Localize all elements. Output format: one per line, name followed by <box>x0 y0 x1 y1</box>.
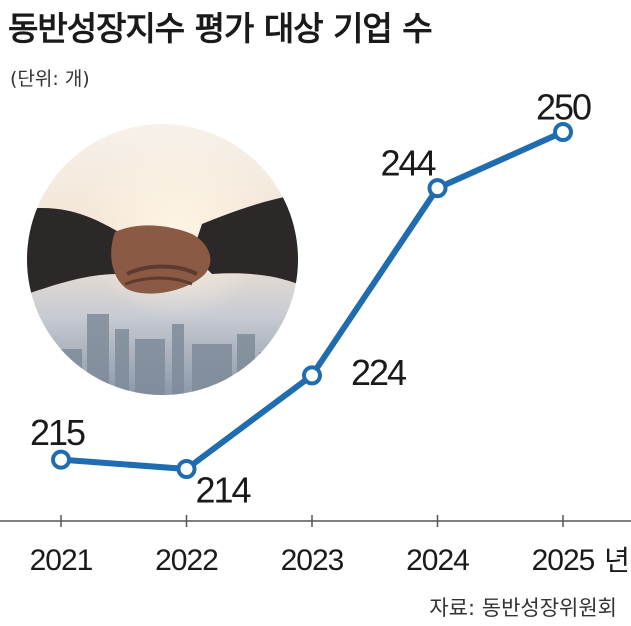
x-tick-label: 2022 <box>155 544 218 577</box>
data-point <box>302 365 322 386</box>
data-label: 244 <box>380 143 435 184</box>
data-label: 224 <box>351 352 406 393</box>
source-note: 자료: 동반성장위원회 <box>429 596 617 620</box>
data-point <box>51 449 71 470</box>
data-point <box>553 122 573 142</box>
x-tick-label: 2023 <box>281 544 344 577</box>
x-tick-label: 2024 <box>406 544 469 577</box>
data-point <box>176 459 197 479</box>
x-tick-label: 2021 <box>30 544 93 577</box>
data-point <box>427 178 448 199</box>
series-line <box>58 129 566 472</box>
data-label: 214 <box>195 470 250 511</box>
x-unit-suffix: 년 <box>604 544 630 577</box>
data-label: 215 <box>30 412 85 453</box>
data-label: 250 <box>536 87 591 128</box>
chart-title: 동반성장지수 평가 대상 기업 수 <box>8 9 433 48</box>
x-tick-label: 2025 <box>532 544 595 577</box>
unit-label: (단위: 개) <box>10 68 90 90</box>
